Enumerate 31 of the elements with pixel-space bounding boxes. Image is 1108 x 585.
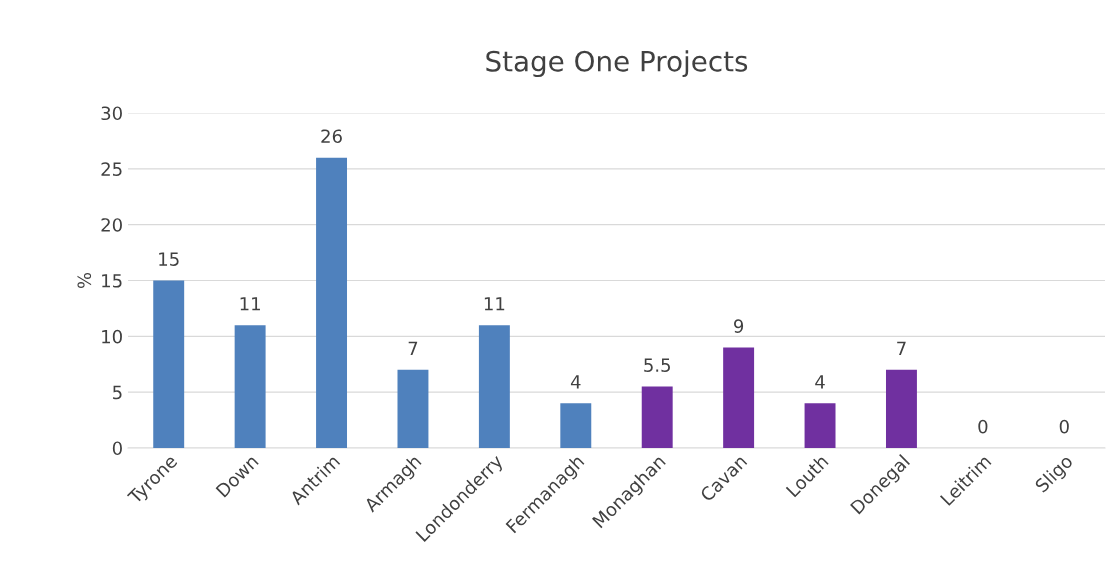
data-label: 7 bbox=[408, 341, 418, 355]
bar bbox=[885, 369, 917, 448]
data-label: 4 bbox=[815, 375, 825, 389]
data-label: 5.5 bbox=[644, 358, 670, 372]
data-label: 11 bbox=[484, 297, 505, 311]
data-label: 11 bbox=[240, 297, 260, 311]
chart-title: Stage One Projects bbox=[486, 50, 748, 78]
bar bbox=[478, 325, 510, 448]
bar bbox=[560, 403, 592, 448]
y-tick-label: 10 bbox=[102, 329, 122, 344]
bar bbox=[641, 386, 673, 448]
y-tick-label: 15 bbox=[102, 274, 122, 288]
y-axis-title: % bbox=[77, 272, 92, 289]
y-tick-label: 20 bbox=[101, 218, 122, 232]
bar bbox=[153, 280, 185, 448]
data-label: 9 bbox=[734, 319, 744, 333]
data-label: 0 bbox=[1059, 419, 1069, 434]
y-tick-label: 25 bbox=[101, 162, 122, 176]
bar bbox=[804, 403, 836, 448]
data-label: 15 bbox=[159, 252, 179, 266]
bar bbox=[723, 347, 755, 448]
data-label: 4 bbox=[570, 375, 581, 389]
y-tick-label: 5 bbox=[113, 385, 122, 400]
data-label: 26 bbox=[321, 129, 342, 144]
bar bbox=[397, 369, 429, 448]
y-tick-label: 30 bbox=[101, 106, 122, 121]
y-tick-label: 0 bbox=[112, 441, 122, 456]
data-label: 7 bbox=[897, 341, 906, 355]
bar bbox=[316, 157, 348, 448]
data-label: 0 bbox=[978, 419, 988, 434]
bar bbox=[234, 325, 266, 448]
